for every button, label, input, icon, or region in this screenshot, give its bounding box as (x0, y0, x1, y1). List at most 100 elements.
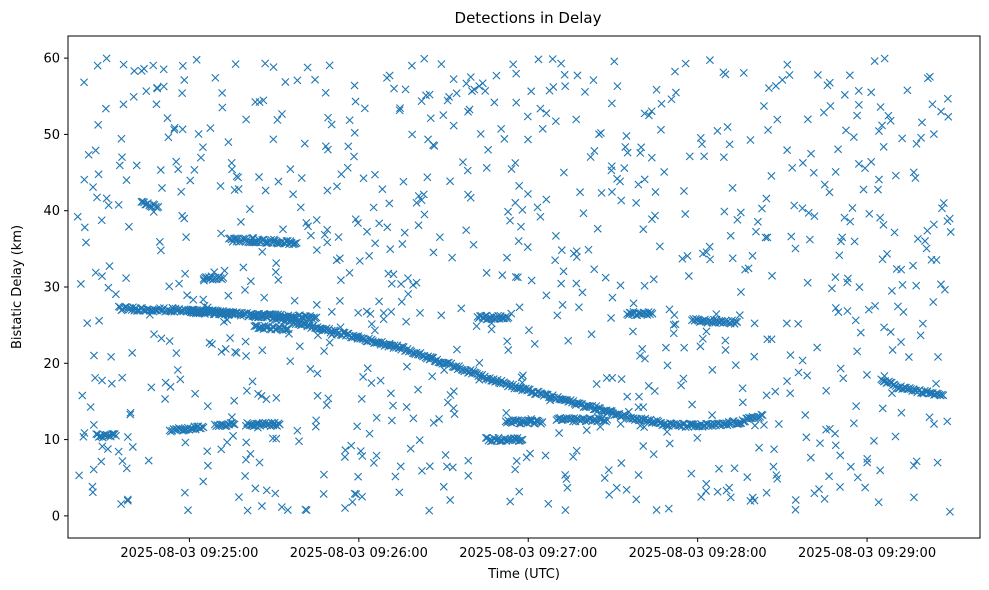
data-point (387, 279, 396, 288)
x-tick-label: 2025-08-03 09:25:00 (120, 546, 258, 561)
data-point (358, 452, 367, 460)
data-point (612, 410, 621, 419)
data-point (511, 465, 520, 474)
data-point (623, 392, 632, 401)
data-point (713, 126, 722, 135)
data-point (492, 71, 501, 80)
data-point (262, 486, 271, 495)
data-point (498, 271, 507, 280)
data-point (640, 354, 649, 363)
data-point (786, 389, 795, 398)
data-point (122, 464, 131, 473)
data-point (129, 92, 138, 101)
data-point (370, 170, 379, 179)
data-point (415, 308, 424, 317)
data-point (289, 190, 298, 199)
data-point (560, 70, 569, 79)
data-point (402, 317, 411, 326)
data-point (112, 431, 120, 440)
data-point (490, 98, 499, 107)
data-point (286, 165, 295, 174)
data-point (616, 419, 625, 428)
data-point (321, 88, 330, 97)
data-point (840, 213, 849, 222)
data-point (224, 291, 233, 300)
data-point (785, 71, 794, 79)
data-point (122, 176, 131, 185)
data-point (156, 246, 165, 255)
data-point (592, 380, 601, 389)
data-point (115, 161, 124, 170)
data-point (736, 288, 745, 296)
data-point (887, 286, 896, 295)
data-point (172, 157, 181, 166)
data-point (472, 322, 481, 331)
data-point (365, 429, 374, 438)
data-point (804, 208, 813, 217)
data-point (788, 163, 797, 172)
data-point (333, 182, 341, 191)
data-point (889, 381, 898, 390)
data-point (251, 484, 260, 493)
data-point (216, 182, 225, 191)
data-point (417, 97, 426, 106)
data-point (122, 274, 131, 283)
data-point (593, 224, 602, 233)
data-point (805, 235, 814, 244)
data-point (738, 384, 747, 393)
data-point (396, 462, 405, 471)
data-point (930, 419, 939, 428)
data-point (928, 100, 937, 109)
data-point (439, 111, 448, 120)
data-point (607, 166, 616, 175)
data-point (503, 337, 512, 346)
data-point (681, 59, 690, 68)
data-point (98, 376, 107, 385)
data-point (227, 158, 236, 167)
data-point (293, 76, 302, 85)
data-point (363, 227, 372, 236)
data-point (825, 188, 834, 197)
data-point (846, 217, 855, 226)
data-point (221, 344, 230, 353)
data-point (589, 76, 598, 85)
data-point (544, 499, 553, 508)
data-point (463, 166, 472, 175)
data-point (417, 196, 426, 205)
data-point (401, 85, 410, 94)
data-point (124, 222, 133, 231)
data-point (359, 372, 368, 381)
data-point (178, 61, 187, 70)
data-point (365, 251, 374, 260)
data-point (831, 167, 840, 176)
data-point (826, 101, 835, 110)
data-point (684, 272, 693, 281)
data-point (181, 269, 190, 278)
data-point (303, 63, 312, 72)
data-point (937, 107, 945, 116)
data-point (439, 482, 448, 491)
data-point (449, 363, 458, 372)
data-point (397, 280, 406, 289)
data-point (888, 345, 897, 354)
data-point (523, 135, 532, 144)
data-point (878, 121, 887, 130)
data-point (527, 87, 536, 96)
data-point (634, 470, 643, 479)
data-point (356, 447, 365, 456)
x-tick-label: 2025-08-03 09:26:00 (290, 546, 428, 561)
data-point (390, 341, 399, 350)
data-point (417, 466, 426, 475)
data-point (83, 319, 92, 328)
data-point (304, 222, 312, 231)
data-point (843, 274, 852, 283)
data-point (257, 502, 266, 511)
data-point (854, 159, 863, 168)
data-point (205, 338, 214, 347)
data-point (484, 145, 493, 154)
data-point (762, 488, 771, 497)
data-point (610, 57, 619, 66)
data-point (761, 233, 770, 242)
data-point (698, 334, 707, 343)
data-point (76, 279, 85, 288)
